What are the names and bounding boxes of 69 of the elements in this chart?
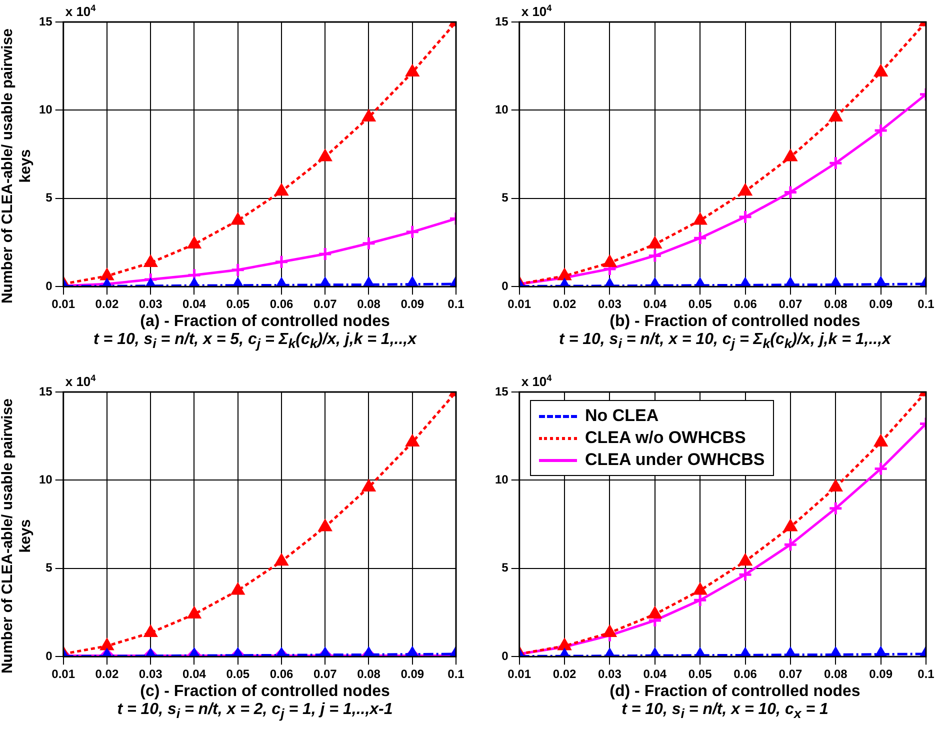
x-tick-label: 0.1 <box>918 667 935 682</box>
x-tick-label: 0.07 <box>778 297 802 312</box>
x-tick-label: 0.08 <box>357 667 381 682</box>
y-tick-label: 10 <box>494 472 509 487</box>
x-tick-label: 0.03 <box>138 667 163 682</box>
y-tick-label: 5 <box>46 190 53 205</box>
x-axis-title: (d) - Fraction of controlled nodes <box>608 683 862 701</box>
x-tick-label: 0.04 <box>643 667 667 682</box>
x-tick-label: 0.09 <box>400 297 424 312</box>
x-tick-label: 0.06 <box>734 667 758 682</box>
x-tick-label: 0.04 <box>182 297 206 312</box>
y-tick-label: 10 <box>494 102 509 117</box>
x-tick-label: 0.05 <box>226 297 250 312</box>
x-tick-label: 0.09 <box>400 667 424 682</box>
y-tick-label: 15 <box>38 384 53 398</box>
y-tick-label: 0 <box>46 648 53 663</box>
x-axis-title: (c) - Fraction of controlled nodes <box>139 683 391 701</box>
x-tick-label: 0.02 <box>95 667 119 682</box>
legend-label: CLEA w/o OWHCBS <box>585 428 746 448</box>
x-tick-label: 0.08 <box>357 297 381 312</box>
y-tick-label: 15 <box>494 384 509 398</box>
x-tick-label: 0.05 <box>226 667 250 682</box>
y-tick-label: 5 <box>46 560 53 575</box>
x-tick-label: 0.04 <box>643 297 667 312</box>
y-tick-label: 10 <box>38 472 53 487</box>
x-tick-label: 0.04 <box>182 667 206 682</box>
legend-label: No CLEA <box>585 406 659 426</box>
text: t = 10, s$_{i}$ = n/t, x = 2, c$_{j}$ = 1, j = 1,..,x-1 <box>116 701 394 722</box>
y-tick-label: 15 <box>494 14 509 28</box>
x-tick-label: 0.01 <box>52 667 76 682</box>
x-tick-label: 0.06 <box>270 667 294 682</box>
y-tick-label: 5 <box>502 190 509 205</box>
x-tick-label: 0.05 <box>688 297 712 312</box>
text: t = 10, s$_{i}$ = n/t, x = 10, c$_{x}$ = 1 <box>620 701 830 722</box>
x-tick-label: 0.03 <box>598 297 622 312</box>
x-tick-label: 0.01 <box>508 297 532 312</box>
x-tick-label: 0.06 <box>270 297 294 312</box>
y-tick-label: 0 <box>502 648 509 663</box>
y-tick-label: 0 <box>46 278 53 293</box>
x-tick-label: 0.01 <box>508 667 532 682</box>
x-tick-label: 0.02 <box>552 297 577 312</box>
legend-label: CLEA under OWHCBS <box>585 450 765 470</box>
x-tick-label: 0.1 <box>918 297 935 312</box>
x-tick-label: 0.06 <box>734 297 758 312</box>
y-axis-title: Number of CLEA-able/ usable pairwise keys <box>0 27 35 306</box>
text: t = 10, s$_{i}$ = n/t, x = 5, c$_{j}$ = Σ$_{k}$(c$_{k}$)/x, j,k = 1,..,x <box>94 331 416 352</box>
y-tick-label: 0 <box>502 278 509 293</box>
x-tick-label: 0.1 <box>448 297 465 312</box>
x-tick-label: 0.01 <box>52 297 76 312</box>
x-tick-label: 0.02 <box>95 297 119 312</box>
x-tick-label: 0.07 <box>778 667 802 682</box>
x-tick-label: 0.07 <box>313 667 338 682</box>
x-tick-label: 0.09 <box>869 667 893 682</box>
y-axis-title: Number of CLEA-able/ usable pairwise keys <box>0 397 35 676</box>
x-tick-label: 0.09 <box>869 297 893 312</box>
x-axis-title: (b) - Fraction of controlled nodes <box>608 313 862 331</box>
x-tick-label: 0.03 <box>598 667 622 682</box>
x-tick-label: 0.07 <box>313 297 338 312</box>
x-tick-label: 0.03 <box>138 297 163 312</box>
x-tick-label: 0.1 <box>448 667 465 682</box>
y-tick-label: 5 <box>502 560 509 575</box>
x-axis-title: (a) - Fraction of controlled nodes <box>139 313 391 331</box>
text: t = 10, s$_{i}$ = n/t, x = 10, c$_{j}$ = Σ$_{k}$(c$_{k}$)/x, j,k = 1,..,x <box>559 331 891 352</box>
x-tick-label: 0.02 <box>552 667 577 682</box>
x-tick-label: 0.05 <box>688 667 712 682</box>
y-tick-label: 15 <box>38 14 53 28</box>
y-tick-label: 10 <box>38 102 53 117</box>
x-tick-label: 0.08 <box>824 667 848 682</box>
x-tick-label: 0.08 <box>824 297 848 312</box>
